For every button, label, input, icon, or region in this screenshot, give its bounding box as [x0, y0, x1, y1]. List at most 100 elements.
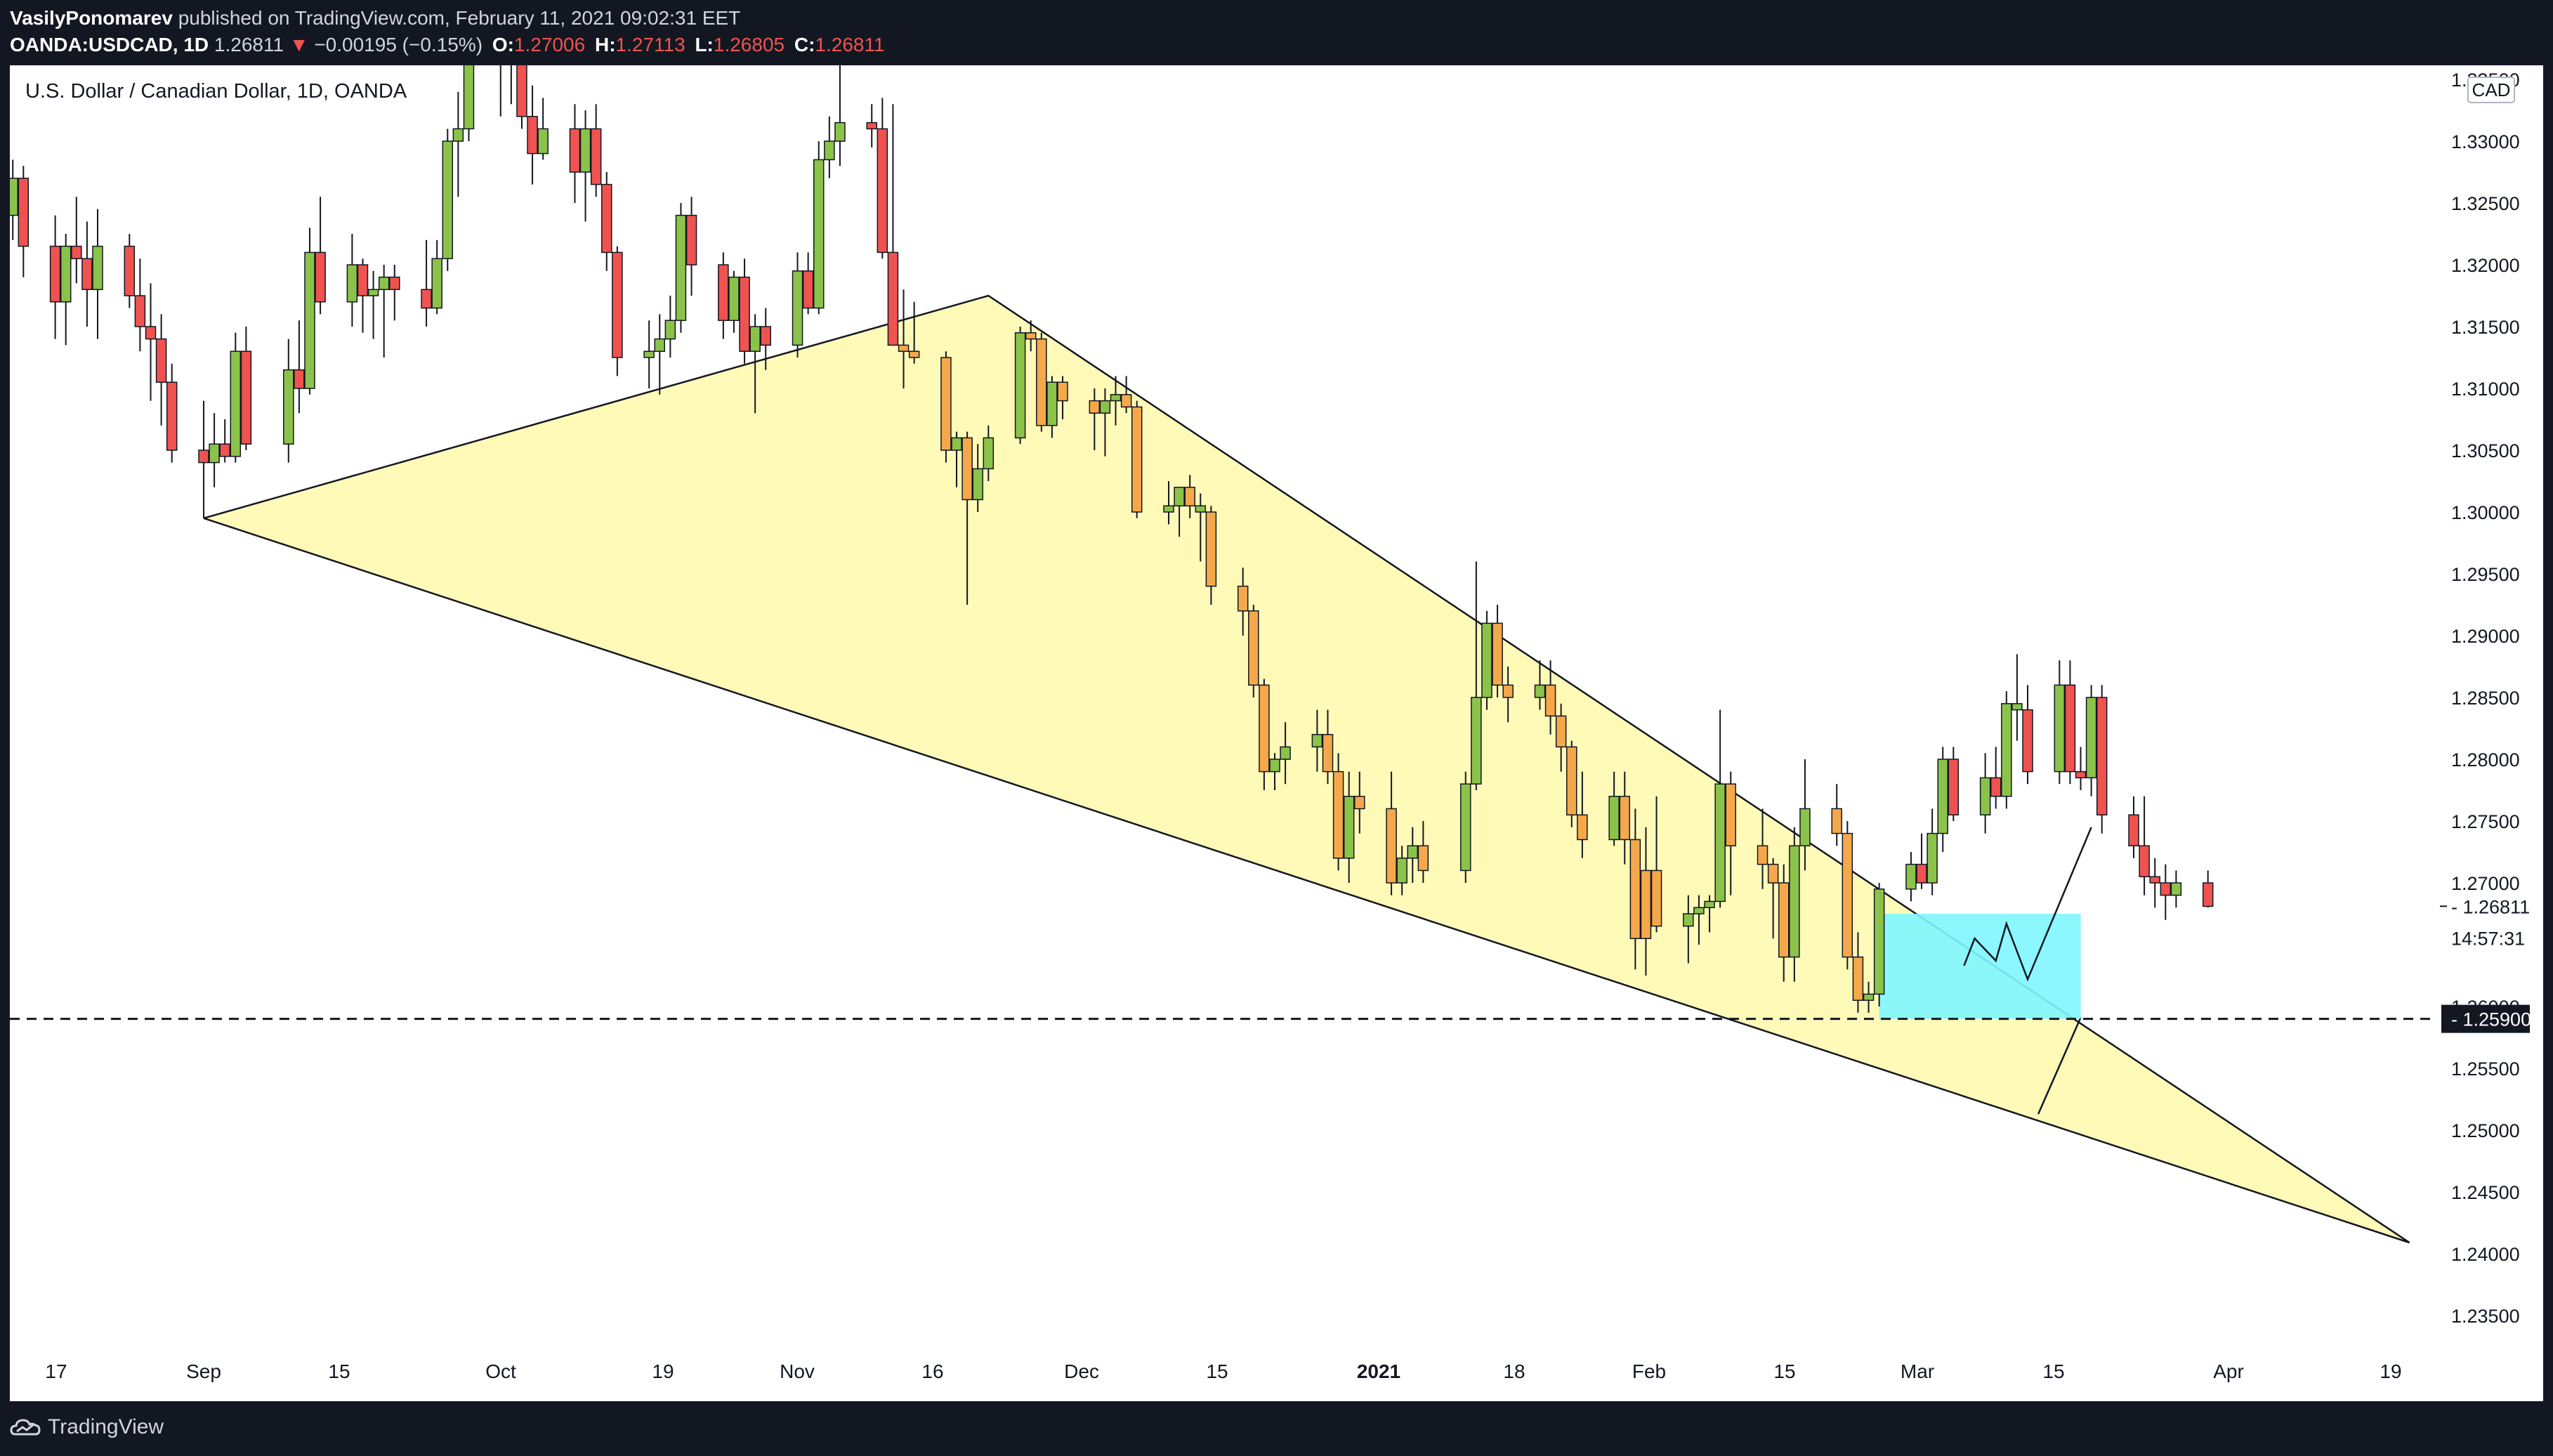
level-label-box[interactable]	[2441, 1004, 2530, 1033]
candle[interactable]	[1386, 808, 1397, 884]
candle[interactable]	[2064, 684, 2076, 773]
currency-tag-box[interactable]	[2467, 77, 2515, 103]
candle[interactable]	[1131, 406, 1143, 513]
candle[interactable]	[1195, 505, 1207, 513]
candle[interactable]	[1184, 487, 1195, 506]
candle[interactable]	[1778, 882, 1790, 958]
candle[interactable]	[516, 55, 527, 117]
candle[interactable]	[367, 289, 379, 296]
candle[interactable]	[145, 326, 157, 340]
candle[interactable]	[824, 140, 835, 161]
candle[interactable]	[590, 128, 602, 185]
candle[interactable]	[1608, 796, 1620, 841]
candle[interactable]	[972, 468, 983, 501]
candle[interactable]	[1619, 796, 1631, 841]
candle[interactable]	[1502, 684, 1514, 698]
wedge-lower-line[interactable]	[203, 517, 2410, 1244]
candle[interactable]	[2001, 703, 2012, 797]
candle[interactable]	[389, 276, 400, 290]
candle[interactable]	[1990, 777, 2002, 797]
candle[interactable]	[315, 251, 326, 303]
candle[interactable]	[506, 55, 516, 61]
candle[interactable]	[2149, 876, 2160, 884]
candle[interactable]	[1757, 845, 1768, 865]
candle[interactable]	[612, 251, 623, 358]
candle[interactable]	[240, 350, 252, 445]
candle[interactable]	[1248, 610, 1259, 686]
candle[interactable]	[654, 338, 666, 352]
tradingview-logo[interactable]: TradingView	[10, 1415, 164, 1439]
candle[interactable]	[304, 251, 315, 389]
candle[interactable]	[442, 140, 454, 259]
candle[interactable]	[813, 159, 825, 309]
candle[interactable]	[134, 295, 146, 327]
candle[interactable]	[1544, 684, 1556, 717]
candle[interactable]	[2011, 703, 2023, 711]
candle[interactable]	[2022, 709, 2033, 773]
candle[interactable]	[294, 369, 305, 389]
candle[interactable]	[2054, 684, 2066, 773]
candle[interactable]	[1842, 832, 1853, 958]
price-axis-area[interactable]	[2436, 65, 2543, 1401]
candle[interactable]	[1640, 870, 1652, 939]
candle[interactable]	[1332, 770, 1344, 859]
candle[interactable]	[1937, 759, 1948, 834]
candle[interactable]	[834, 122, 846, 142]
candle[interactable]	[1174, 487, 1185, 506]
candle[interactable]	[792, 270, 803, 346]
candle[interactable]	[81, 258, 93, 290]
candle[interactable]	[940, 357, 952, 451]
candle[interactable]	[92, 245, 103, 290]
candle[interactable]	[739, 276, 750, 352]
candle[interactable]	[283, 369, 294, 445]
candle[interactable]	[1863, 993, 1875, 1001]
candle[interactable]	[71, 245, 82, 259]
candle[interactable]	[951, 437, 962, 451]
candle[interactable]	[908, 350, 920, 358]
candle[interactable]	[1725, 783, 1736, 846]
candle[interactable]	[1057, 381, 1068, 402]
candle[interactable]	[2085, 697, 2097, 779]
candle[interactable]	[1110, 394, 1122, 402]
candle[interactable]	[1534, 684, 1546, 698]
candle[interactable]	[1036, 338, 1047, 426]
candle[interactable]	[357, 264, 369, 296]
candle[interactable]	[1046, 381, 1058, 426]
candle[interactable]	[1205, 511, 1217, 587]
candle[interactable]	[346, 264, 358, 303]
candle[interactable]	[1089, 400, 1101, 414]
candle[interactable]	[2139, 845, 2150, 877]
candle[interactable]	[877, 128, 888, 254]
candle[interactable]	[1629, 839, 1641, 939]
candle[interactable]	[898, 344, 910, 352]
candle[interactable]	[1905, 863, 1917, 890]
candle[interactable]	[166, 381, 178, 451]
candle[interactable]	[601, 183, 612, 254]
candle[interactable]	[728, 276, 740, 321]
candle[interactable]	[1714, 783, 1726, 903]
candle[interactable]	[760, 326, 771, 346]
author-name[interactable]: VasilyPonomarev	[10, 7, 173, 29]
candle[interactable]	[1492, 622, 1503, 686]
candle[interactable]	[1948, 759, 1960, 815]
candle[interactable]	[675, 214, 687, 321]
candle[interactable]	[1650, 870, 1662, 927]
candle[interactable]	[664, 320, 676, 340]
candle[interactable]	[1693, 907, 1705, 914]
candle[interactable]	[866, 122, 877, 130]
candle[interactable]	[1025, 332, 1037, 340]
candle[interactable]	[962, 437, 973, 501]
candle[interactable]	[887, 251, 899, 346]
candle[interactable]	[2096, 697, 2108, 815]
wedge-inner-line[interactable]	[2037, 1017, 2082, 1115]
candle[interactable]	[1237, 585, 1249, 612]
candle[interactable]	[1120, 394, 1132, 408]
candle[interactable]	[1566, 746, 1577, 815]
candle[interactable]	[1280, 746, 1291, 760]
candle[interactable]	[463, 24, 475, 130]
candle[interactable]	[496, 24, 506, 61]
candle[interactable]	[49, 245, 61, 303]
candle[interactable]	[1014, 332, 1026, 439]
candle[interactable]	[1852, 956, 1864, 1001]
